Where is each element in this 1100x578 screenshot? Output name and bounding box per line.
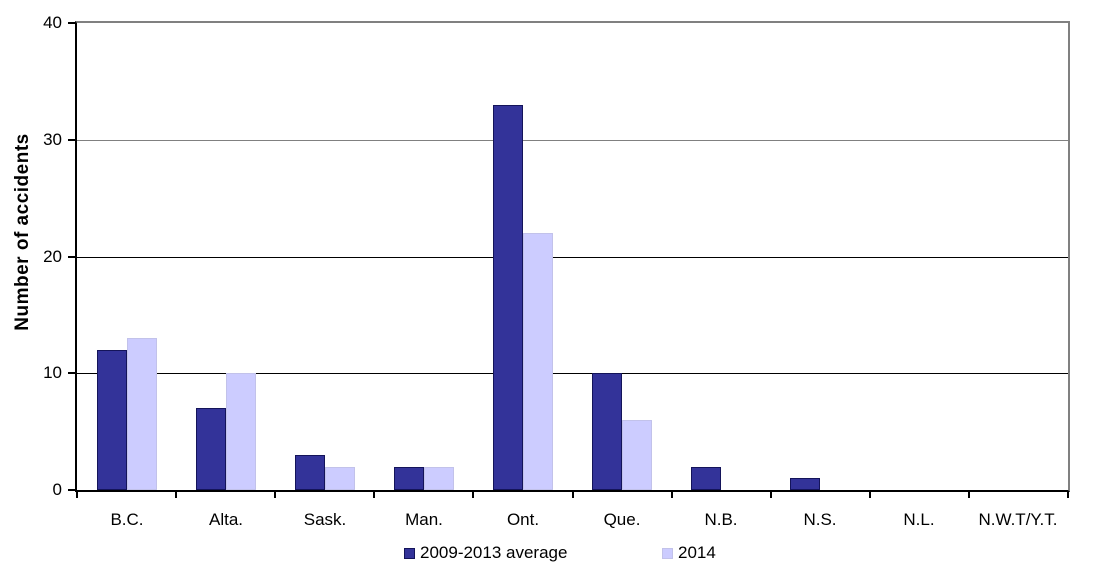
bar-2014-que [622, 420, 652, 490]
bar-2014-b-c [127, 338, 157, 490]
y-tick-label-0: 0 [52, 480, 62, 499]
x-tick-mark-8 [869, 492, 871, 498]
x-tick-mark-2 [274, 492, 276, 498]
y-tick-label-10: 10 [43, 363, 62, 382]
legend-entry-2014: 2014 [662, 544, 716, 562]
y-tick-label-30: 30 [43, 130, 62, 149]
x-tick-mark-5 [572, 492, 574, 498]
y-tick-mark-40 [68, 22, 75, 24]
legend-label-2009-2013-average: 2009-2013 average [420, 543, 568, 562]
bar-2009-2013-average-alta [196, 408, 226, 490]
gridline-y-10 [77, 373, 1068, 374]
plot-inner [77, 23, 1068, 490]
bar-2009-2013-average-n-b [691, 467, 721, 490]
legend-swatch-2014 [662, 547, 673, 559]
x-tick-mark-7 [770, 492, 772, 498]
y-axis-title: Number of accidents [12, 133, 33, 331]
x-tick-label-alta: Alta. [208, 510, 244, 529]
y-tick-mark-30 [68, 139, 75, 141]
bar-2009-2013-average-n-s [790, 478, 820, 490]
x-tick-label-n-l: N.L. [903, 510, 935, 529]
x-tick-mark-10 [1067, 492, 1069, 498]
x-tick-label-que: Que. [603, 510, 641, 529]
bar-2009-2013-average-sask [295, 455, 325, 490]
gridline-y-20 [77, 257, 1068, 258]
bar-2014-man [424, 467, 454, 490]
y-tick-label-20: 20 [43, 247, 62, 266]
bar-2014-ont [523, 233, 553, 490]
y-tick-label-40: 40 [43, 13, 62, 32]
x-tick-label-n-b: N.B. [704, 510, 738, 529]
x-tick-label-b-c: B.C. [110, 510, 144, 529]
gridline-y-30 [77, 140, 1068, 141]
x-tick-mark-6 [671, 492, 673, 498]
x-tick-label-sask: Sask. [303, 510, 347, 529]
bar-2009-2013-average-b-c [97, 350, 127, 490]
bar-2009-2013-average-que [592, 373, 622, 490]
bar-2009-2013-average-ont [493, 105, 523, 490]
x-tick-mark-9 [968, 492, 970, 498]
x-tick-mark-1 [175, 492, 177, 498]
x-tick-label-ont: Ont. [506, 510, 540, 529]
legend-entry-2009-2013-average: 2009-2013 average [404, 544, 567, 562]
x-tick-label-man: Man. [405, 510, 443, 529]
x-tick-mark-4 [472, 492, 474, 498]
legend-label-2014: 2014 [678, 543, 716, 562]
x-tick-mark-3 [373, 492, 375, 498]
x-tick-label-n-s: N.S. [803, 510, 837, 529]
x-tick-label-n-w-t-y-t: N.W.T/Y.T. [978, 510, 1058, 529]
bar-2014-alta [226, 373, 256, 490]
plot-area [75, 21, 1070, 492]
y-tick-mark-0 [68, 489, 75, 491]
y-tick-mark-20 [68, 256, 75, 258]
y-tick-mark-10 [68, 372, 75, 374]
bar-2014-sask [325, 467, 355, 490]
bar-2009-2013-average-man [394, 467, 424, 490]
legend-swatch-2009-2013-average [404, 547, 415, 559]
x-tick-mark-0 [76, 492, 78, 498]
